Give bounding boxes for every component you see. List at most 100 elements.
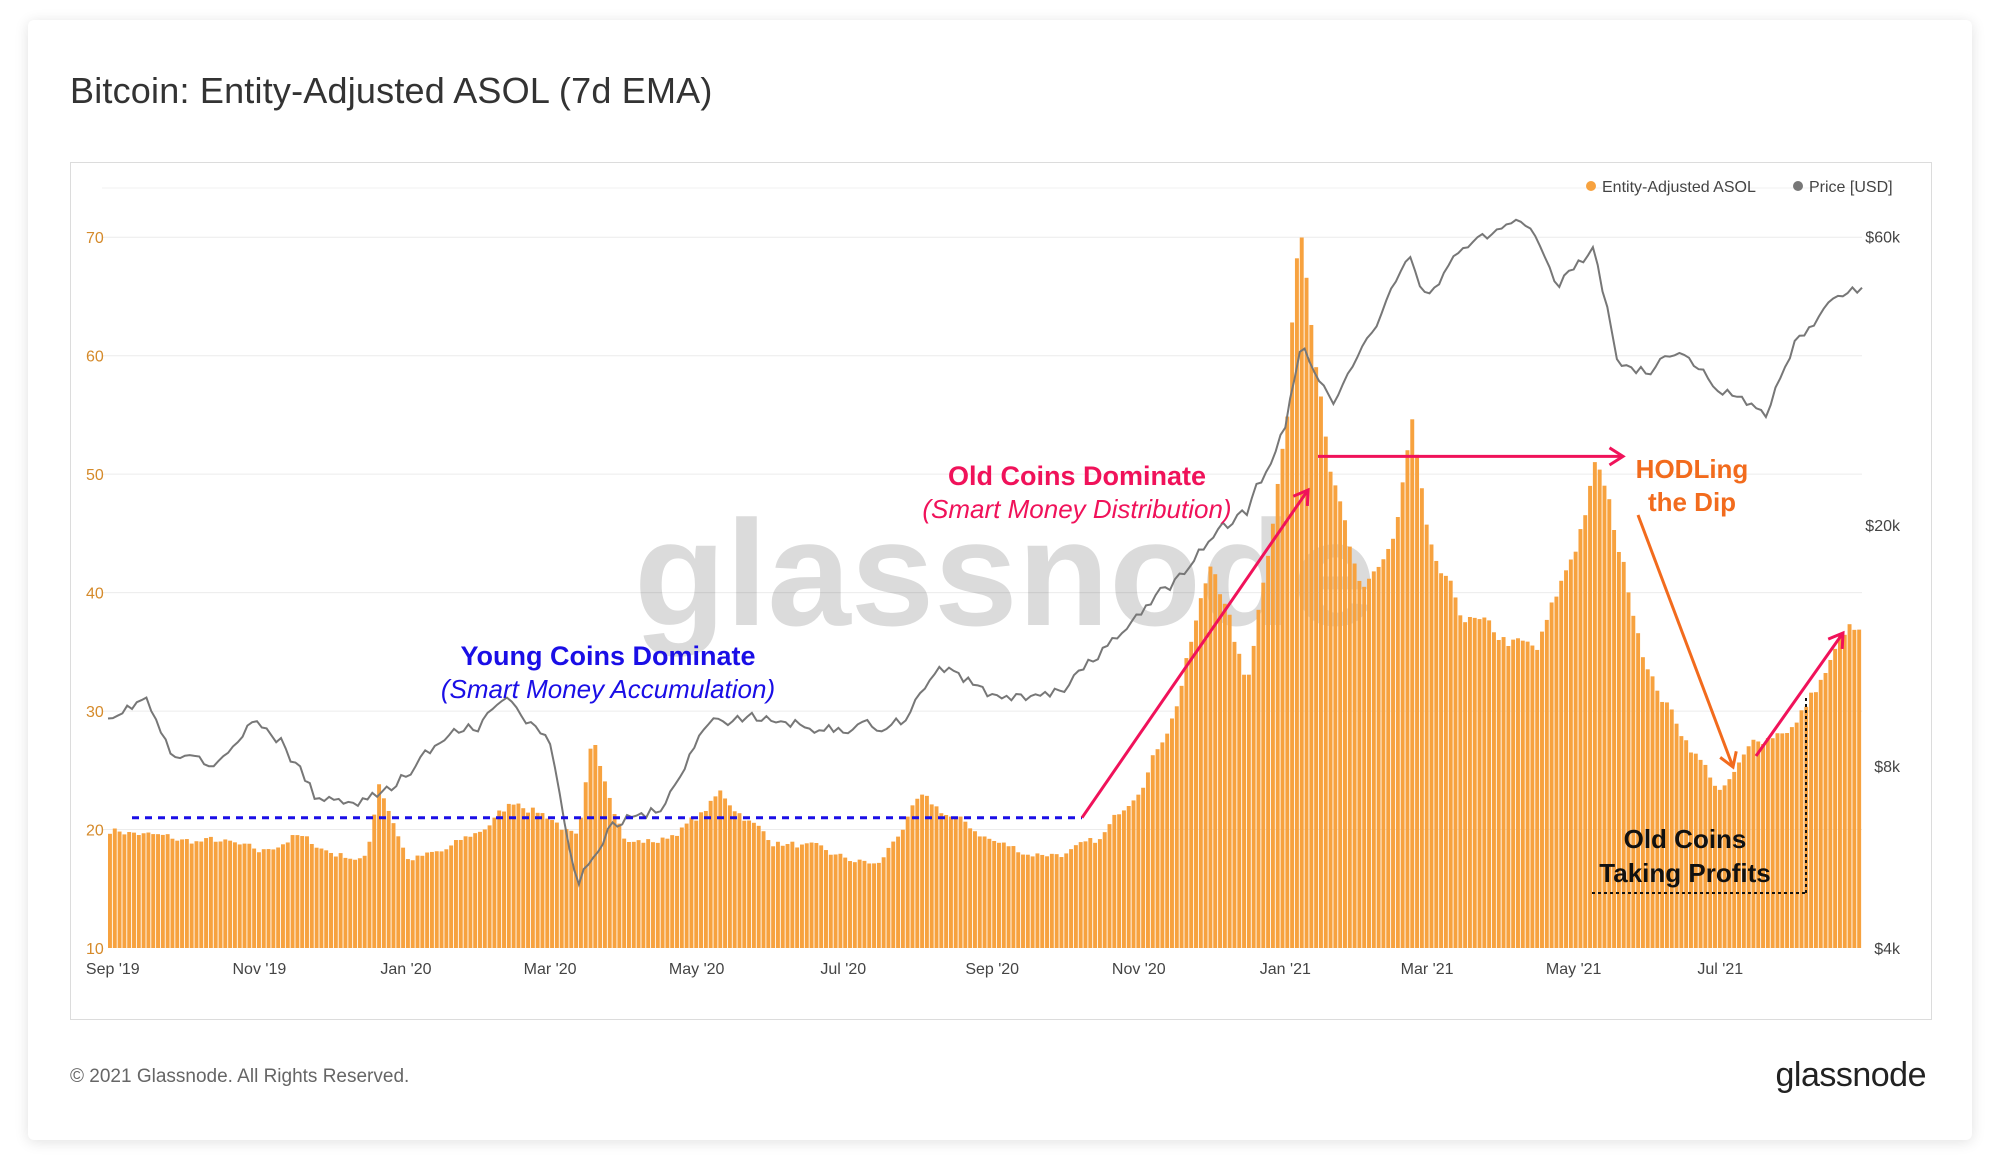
asol-bar xyxy=(1501,637,1506,948)
asol-bar xyxy=(141,833,146,948)
asol-bar xyxy=(170,838,175,948)
asol-bar xyxy=(1612,530,1617,948)
asol-bar xyxy=(1631,615,1636,948)
hodl-drop-arrow xyxy=(1636,514,1735,768)
asol-bar xyxy=(742,820,747,948)
asol-bar xyxy=(478,831,482,948)
asol-bar xyxy=(232,842,237,948)
asol-bar xyxy=(1160,742,1165,948)
asol-bar xyxy=(684,823,689,948)
y-left-tick: 50 xyxy=(86,467,104,484)
asol-bar xyxy=(1242,674,1247,948)
y-right-tick: $8k xyxy=(1874,759,1901,776)
asol-bar xyxy=(1141,787,1146,948)
annotations: Young Coins Dominate(Smart Money Accumul… xyxy=(132,446,1845,894)
asol-bar xyxy=(848,861,852,948)
asol-bar xyxy=(948,816,953,948)
asol-bar xyxy=(1722,785,1727,948)
asol-bar xyxy=(900,829,905,948)
asol-bar xyxy=(1011,846,1016,948)
legend-asol-label[interactable]: Entity-Adjusted ASOL xyxy=(1602,179,1756,196)
asol-bar xyxy=(852,862,857,948)
asol-bar xyxy=(1746,746,1751,948)
legend-price-label[interactable]: Price [USD] xyxy=(1809,179,1893,196)
asol-bar xyxy=(564,829,569,948)
asol-bar xyxy=(862,860,867,948)
asol-bar xyxy=(1069,849,1074,948)
asol-bar xyxy=(1780,733,1785,948)
asol-bar xyxy=(872,863,877,948)
asol-bar xyxy=(689,817,694,948)
asol-bar xyxy=(775,841,780,948)
asol-bar xyxy=(723,798,728,948)
asol-bar xyxy=(492,817,497,948)
asol-bar xyxy=(487,825,492,948)
asol-bar xyxy=(1381,559,1386,948)
asol-bar xyxy=(1343,520,1347,948)
asol-bar xyxy=(944,815,949,948)
x-tick: Mar '21 xyxy=(1401,961,1454,978)
y-left-tick: 20 xyxy=(86,823,104,840)
asol-bar xyxy=(1093,842,1098,948)
asol-bar xyxy=(189,843,194,948)
asol-bar xyxy=(972,831,977,948)
asol-bar xyxy=(256,852,261,948)
x-tick: Nov '19 xyxy=(232,961,286,978)
annotation-text: HODLing xyxy=(1636,454,1749,484)
asol-bar xyxy=(281,844,285,948)
asol-bar xyxy=(559,829,564,948)
legend-price-dot xyxy=(1793,181,1803,191)
asol-bar xyxy=(1088,838,1093,948)
asol-bar xyxy=(1045,856,1050,948)
asol-bar xyxy=(473,833,478,948)
asol-bar xyxy=(194,841,199,948)
asol-bar xyxy=(228,840,233,948)
asol-bar xyxy=(747,820,752,948)
price-line xyxy=(107,218,1863,888)
asol-bar xyxy=(1520,640,1525,948)
asol-bar xyxy=(252,848,257,948)
asol-bar xyxy=(1857,629,1862,948)
asol-bar xyxy=(367,841,372,948)
asol-bar xyxy=(319,848,324,948)
asol-bar xyxy=(1467,617,1472,948)
asol-bar xyxy=(915,798,920,948)
asol-bar xyxy=(756,825,761,948)
asol-bar xyxy=(1218,594,1223,948)
asol-bar xyxy=(780,845,785,948)
asol-bar xyxy=(1775,733,1780,948)
asol-bar xyxy=(713,796,718,948)
asol-bar xyxy=(929,804,934,948)
asol-bar xyxy=(1309,324,1314,949)
asol-bar xyxy=(1809,692,1814,948)
asol-bar xyxy=(554,822,559,948)
asol-bar xyxy=(1813,692,1818,948)
asol-bar xyxy=(1650,676,1655,948)
asol-bar xyxy=(1429,544,1434,948)
asol-bar xyxy=(833,854,838,948)
asol-bar xyxy=(1765,738,1770,948)
asol-bar xyxy=(1400,482,1405,948)
asol-bar xyxy=(449,845,454,948)
asol-bar xyxy=(1559,580,1564,948)
asol-bar xyxy=(420,855,425,948)
asol-bar xyxy=(828,854,833,948)
asol-bar xyxy=(1194,620,1198,948)
asol-bar xyxy=(1112,814,1117,948)
asol-bar xyxy=(1246,674,1251,948)
asol-bar xyxy=(1083,841,1088,948)
asol-bar xyxy=(1458,615,1463,948)
asol-bar xyxy=(1525,641,1530,948)
y-left-tick: 10 xyxy=(86,941,104,958)
asol-bar xyxy=(1573,551,1578,948)
asol-bar xyxy=(1371,571,1376,948)
asol-bar xyxy=(751,822,756,948)
x-tick: Sep '19 xyxy=(86,961,140,978)
asol-bar xyxy=(1424,524,1429,948)
x-tick: Jul '20 xyxy=(820,961,866,978)
asol-bar xyxy=(1698,759,1703,948)
asol-bar xyxy=(934,806,939,948)
asol-bar xyxy=(1496,639,1501,948)
asol-bar xyxy=(521,808,526,948)
asol-bar xyxy=(1237,653,1242,948)
